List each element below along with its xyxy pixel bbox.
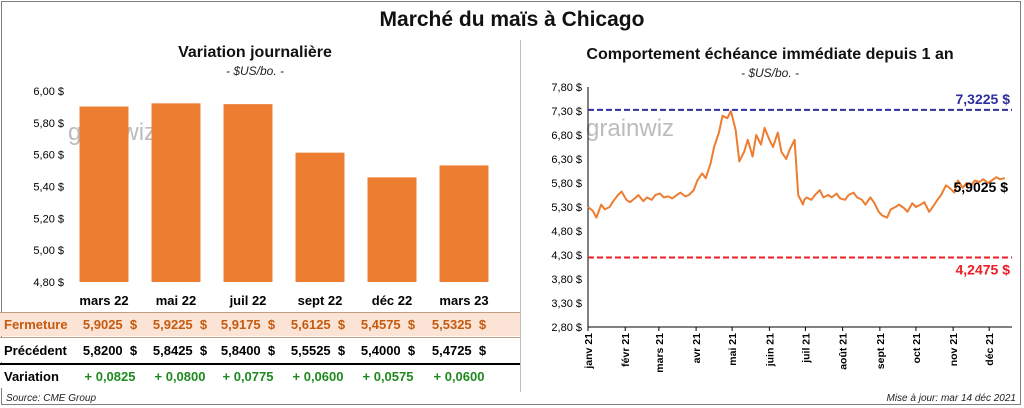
table-row xyxy=(0,338,520,362)
bar xyxy=(79,106,129,282)
bar-category-label: déc 22 xyxy=(372,293,412,308)
table-cell: 5,8200 $ xyxy=(82,343,138,358)
last-value-label: 5,9025 $ xyxy=(954,179,1009,195)
table-separator xyxy=(0,312,520,313)
source-note: Source: CME Group xyxy=(6,393,97,404)
line-y-tick-label: 4,80 $ xyxy=(551,226,582,238)
line-x-tick-label: juil 21 xyxy=(800,333,812,364)
bar-y-tick-label: 5,20 $ xyxy=(33,213,64,225)
table-row-label: Fermeture xyxy=(4,317,68,332)
line-x-tick-label: août 21 xyxy=(838,333,850,370)
table-cell: 5,6125 $ xyxy=(290,317,346,332)
table-cell: 5,5325 $ xyxy=(431,317,487,332)
updated-note: Mise à jour: mar 14 déc 2021 xyxy=(886,393,1016,404)
table-row-label: Précédent xyxy=(4,343,67,358)
line-chart-unit: - $US/bo. - xyxy=(740,66,800,80)
table-cell: + 0,0600 xyxy=(292,369,344,384)
table-cell: 5,5525 $ xyxy=(290,343,346,358)
bar-chart: grainwiz4,80 $5,00 $5,20 $5,40 $5,60 $5,… xyxy=(33,86,489,308)
bar-category-label: mai 22 xyxy=(156,293,196,308)
line-y-tick-label: 5,80 $ xyxy=(551,178,582,190)
bar-y-tick-label: 5,40 $ xyxy=(33,182,64,194)
table-cell: 5,8425 $ xyxy=(152,343,208,358)
line-x-tick-label: mars 21 xyxy=(654,333,666,373)
table-separator xyxy=(0,363,520,365)
price-series-line xyxy=(587,110,1006,219)
line-y-tick-label: 3,30 $ xyxy=(551,298,582,310)
table-separator xyxy=(0,337,520,338)
panel-divider xyxy=(520,40,521,392)
bar-category-label: mars 22 xyxy=(79,293,128,308)
line-x-tick-label: mai 21 xyxy=(727,333,739,366)
bar-y-tick-label: 6,00 $ xyxy=(33,86,64,98)
table-cell: + 0,0775 xyxy=(222,369,274,384)
line-x-tick-label: juin 21 xyxy=(764,333,776,367)
table-cell: 5,4000 $ xyxy=(360,343,416,358)
bar xyxy=(439,165,489,282)
table-cell: 5,9025 $ xyxy=(82,317,138,332)
table-cell: 5,4725 $ xyxy=(431,343,487,358)
table-row-label: Variation xyxy=(4,369,59,384)
bar-y-tick-label: 4,80 $ xyxy=(33,277,64,289)
line-x-tick-label: déc 21 xyxy=(984,333,996,366)
line-x-tick-label: sept 21 xyxy=(875,333,887,369)
reference-line-label: 4,2475 $ xyxy=(956,262,1011,278)
line-chart: grainwiz 2,80 $ 3,30 $ 3,80 $ 4,30 $ 4,80 $ 5,… xyxy=(551,82,1012,373)
bar xyxy=(223,104,273,282)
line-x-tick-label: oct 21 xyxy=(911,333,923,364)
bar xyxy=(151,103,201,282)
table-row xyxy=(0,364,520,388)
line-x-tick-label: janv 21 xyxy=(583,333,595,370)
table-cell: + 0,0825 xyxy=(84,369,136,384)
line-y-tick-label: 5,30 $ xyxy=(551,202,582,214)
bar-category-label: mars 23 xyxy=(439,293,488,308)
bar-y-tick-label: 5,60 $ xyxy=(33,150,64,162)
table-cell: 5,4575 $ xyxy=(360,317,416,332)
bar-chart-title: Variation journalière xyxy=(178,44,332,61)
reference-line-label: 7,3225 $ xyxy=(956,91,1011,107)
bar xyxy=(367,177,417,282)
line-chart-title: Comportement échéance immédiate depuis 1… xyxy=(586,46,954,63)
line-y-tick-label: 3,80 $ xyxy=(551,274,582,286)
bar-category-label: sept 22 xyxy=(298,293,343,308)
line-watermark: grainwiz xyxy=(586,115,674,142)
bar-y-tick-label: 5,80 $ xyxy=(33,118,64,130)
table-cell: + 0,0800 xyxy=(154,369,206,384)
table-cell: 5,9225 $ xyxy=(152,317,208,332)
table-row xyxy=(0,312,520,336)
table-cell: 5,8400 $ xyxy=(220,343,276,358)
line-y-tick-label: 6,30 $ xyxy=(551,154,582,166)
bar xyxy=(295,152,345,282)
line-y-tick-label: 7,80 $ xyxy=(551,82,582,94)
line-x-tick-label: avr 21 xyxy=(691,333,703,364)
table-cell: + 0,0600 xyxy=(433,369,485,384)
page-title: Marché du maïs à Chicago xyxy=(379,8,645,31)
line-x-tick-label: nov 21 xyxy=(948,333,960,366)
line-y-tick-label: 7,30 $ xyxy=(551,106,582,118)
bar-y-tick-label: 5,00 $ xyxy=(33,245,64,257)
bar-chart-unit: - $US/bo. - xyxy=(225,64,285,78)
table-cell: 5,9175 $ xyxy=(220,317,276,332)
line-y-tick-label: 6,80 $ xyxy=(551,130,582,142)
line-y-tick-label: 2,80 $ xyxy=(551,322,582,334)
bar-category-label: juil 22 xyxy=(229,293,267,308)
line-y-tick-label: 4,30 $ xyxy=(551,250,582,262)
line-x-tick-label: févr 21 xyxy=(620,333,632,367)
table-cell: + 0,0575 xyxy=(362,369,414,384)
